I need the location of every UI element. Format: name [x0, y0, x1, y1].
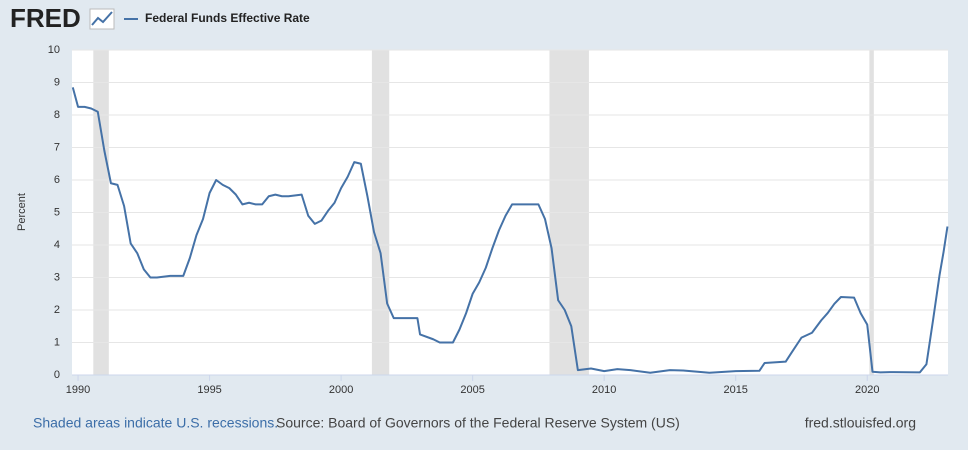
- logo-icon: [89, 8, 115, 30]
- y-tick-label: 9: [54, 76, 60, 88]
- source: Source: Board of Governors of the Federa…: [276, 415, 680, 431]
- y-tick-label: 2: [54, 304, 60, 316]
- x-tick-label: 2010: [592, 384, 616, 396]
- x-tick-label: 1995: [197, 384, 221, 396]
- recession-note[interactable]: Shaded areas indicate U.S. recessions.: [33, 415, 278, 431]
- x-tick-label: 1990: [66, 384, 90, 396]
- logo[interactable]: FRED: [10, 3, 81, 33]
- x-tick-label: 2015: [723, 384, 747, 396]
- x-tick-label: 2005: [460, 384, 484, 396]
- y-tick-label: 8: [54, 109, 60, 121]
- y-tick-label: 10: [48, 44, 60, 56]
- y-tick-label: 1: [54, 336, 60, 348]
- y-tick-label: 5: [54, 206, 60, 218]
- y-tick-label: 4: [54, 239, 60, 251]
- series-line: [71, 87, 949, 374]
- y-tick-label: 6: [54, 174, 60, 186]
- x-tick-label: 2000: [329, 384, 353, 396]
- y-tick-label: 7: [54, 141, 60, 153]
- legend-label: Federal Funds Effective Rate: [145, 11, 310, 25]
- site[interactable]: fred.stlouisfed.org: [805, 415, 916, 431]
- y-axis-label: Percent: [16, 193, 28, 231]
- y-tick-label: 0: [54, 369, 60, 381]
- y-tick-label: 3: [54, 271, 60, 283]
- x-tick-label: 2020: [855, 384, 879, 396]
